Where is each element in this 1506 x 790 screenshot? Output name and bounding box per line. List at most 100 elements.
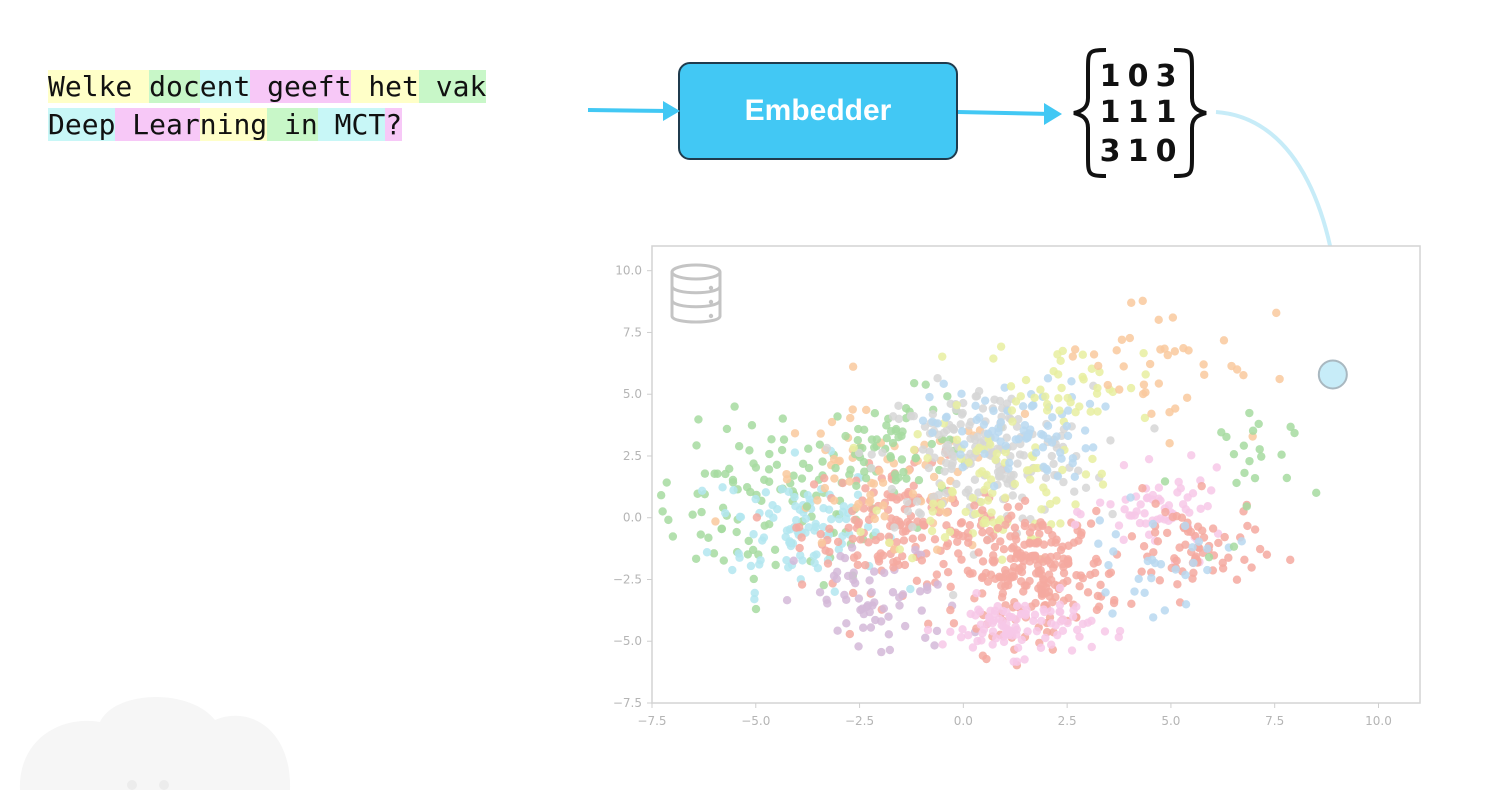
data-point: [1011, 435, 1020, 444]
matrix-cell: 1: [1128, 134, 1149, 169]
data-point: [788, 539, 798, 548]
matrix-cell: 1: [1128, 95, 1149, 130]
data-point: [816, 529, 825, 539]
data-point: [792, 523, 801, 532]
data-point: [752, 513, 762, 522]
data-point: [841, 431, 850, 441]
data-point: [983, 429, 993, 438]
data-point: [928, 428, 937, 437]
data-point: [825, 547, 834, 557]
data-point: [818, 457, 827, 466]
data-point: [1096, 580, 1105, 590]
data-point: [736, 512, 746, 522]
data-point: [957, 518, 967, 527]
data-point: [1109, 547, 1118, 556]
data-point: [1090, 568, 1100, 578]
data-point: [895, 545, 905, 554]
data-point: [1010, 523, 1020, 532]
data-point: [815, 440, 825, 449]
data-point: [832, 567, 842, 577]
data-point: [845, 477, 854, 486]
data-point: [979, 420, 989, 429]
data-point: [1055, 607, 1065, 617]
data-point: [960, 440, 969, 449]
data-point: [782, 555, 791, 565]
data-point: [1040, 607, 1049, 617]
data-point: [662, 478, 671, 487]
data-point: [1012, 615, 1021, 624]
data-point: [1139, 380, 1149, 389]
data-point: [886, 451, 895, 461]
data-point: [749, 530, 758, 539]
data-point: [1052, 432, 1061, 441]
y-tick-label: 5.0: [623, 387, 642, 401]
data-point: [813, 564, 823, 573]
x-tick-label: −2.5: [845, 714, 874, 728]
data-point: [854, 642, 863, 651]
data-point: [1081, 444, 1090, 453]
data-point: [1071, 500, 1080, 509]
data-point: [970, 475, 980, 484]
data-point: [1104, 560, 1113, 570]
data-point: [866, 496, 875, 506]
data-point: [829, 455, 839, 464]
data-point: [777, 445, 787, 455]
matrix-cell: 1: [1100, 95, 1121, 130]
data-point: [1180, 521, 1190, 531]
data-point: [1075, 632, 1084, 641]
data-point: [856, 535, 865, 544]
data-point: [764, 465, 774, 474]
data-point: [898, 427, 907, 436]
data-point: [1108, 609, 1117, 618]
data-point: [1093, 591, 1103, 601]
data-point: [1007, 406, 1017, 415]
data-point: [1140, 413, 1150, 423]
data-point: [957, 427, 967, 436]
data-point: [1126, 383, 1136, 393]
data-point: [768, 500, 777, 510]
data-point: [1212, 463, 1221, 472]
data-point: [880, 512, 889, 521]
data-point: [1057, 383, 1066, 393]
data-point: [1068, 612, 1078, 621]
data-point: [872, 506, 881, 515]
data-point: [958, 398, 968, 408]
data-point: [866, 623, 876, 632]
data-point: [1254, 419, 1263, 429]
embedder-to-vector-arrow: [957, 110, 1053, 116]
data-point: [1218, 564, 1228, 573]
data-point: [867, 464, 876, 473]
data-point: [924, 463, 934, 473]
data-point: [853, 435, 863, 445]
data-point: [946, 627, 955, 637]
data-point: [933, 374, 942, 383]
data-point: [735, 553, 744, 562]
data-point: [1025, 576, 1034, 586]
data-point: [1106, 436, 1115, 445]
data-point: [827, 514, 836, 524]
data-point: [947, 486, 957, 496]
data-point: [831, 463, 840, 473]
data-point: [1145, 359, 1155, 369]
data-point: [1019, 587, 1028, 596]
data-point: [942, 521, 951, 530]
data-point: [1120, 505, 1129, 514]
data-point: [1229, 542, 1239, 551]
data-point: [1108, 509, 1117, 519]
data-point: [1063, 393, 1072, 403]
data-point: [1055, 583, 1065, 593]
data-point: [1008, 491, 1017, 500]
data-point: [1262, 550, 1272, 559]
x-tick-label: 7.5: [1265, 714, 1284, 728]
data-point: [1154, 315, 1163, 325]
data-point: [942, 412, 951, 422]
data-point: [1046, 607, 1055, 616]
data-point: [730, 402, 739, 411]
data-point: [906, 412, 916, 421]
data-point: [863, 522, 873, 531]
token-highlight: ?: [385, 108, 403, 141]
data-point: [840, 553, 850, 563]
data-point: [1070, 472, 1080, 482]
data-point: [990, 395, 999, 404]
data-point: [702, 548, 712, 557]
